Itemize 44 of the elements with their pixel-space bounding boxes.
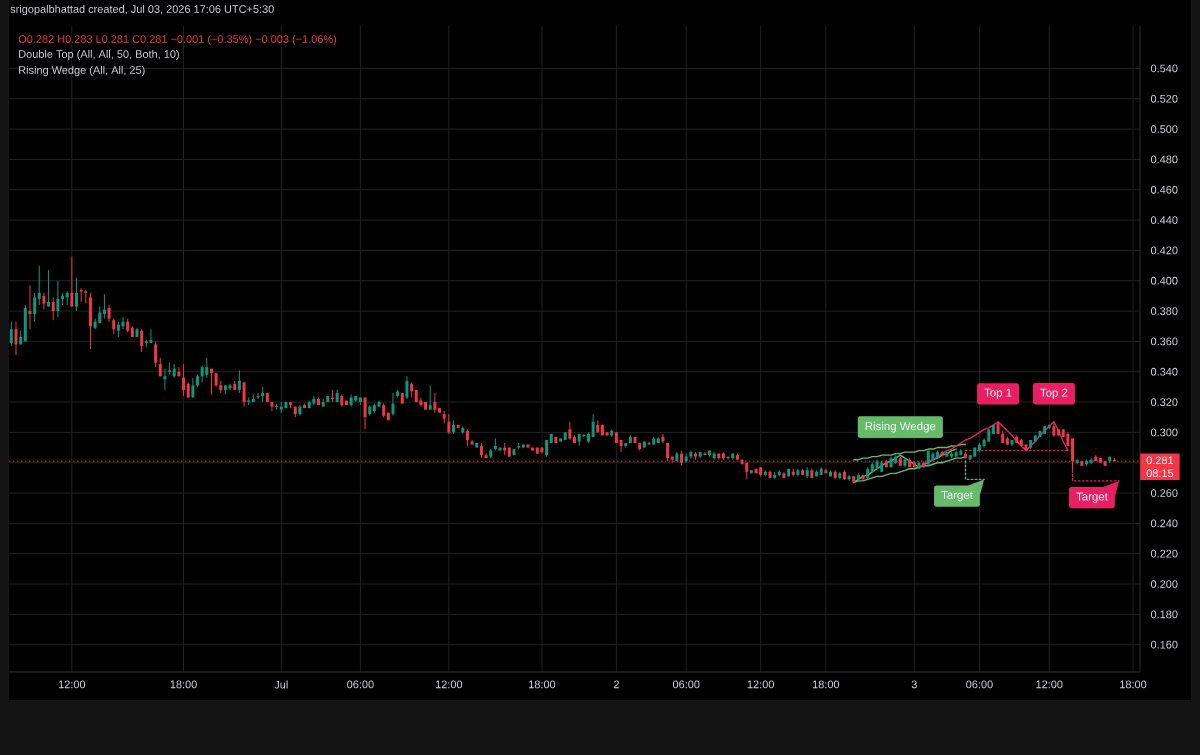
y-tick-label: 0.480 xyxy=(1150,155,1178,164)
legend-label: Target xyxy=(941,491,973,502)
y-tick-label: 0.220 xyxy=(1150,549,1178,558)
x-tick-label: 18:00 xyxy=(529,680,556,689)
y-tick-label: 0.360 xyxy=(1150,337,1178,346)
y-tick-label: 0.540 xyxy=(1150,64,1178,73)
y-tick-label: 0.520 xyxy=(1150,94,1178,103)
y-tick-label: 0.340 xyxy=(1150,367,1178,376)
x-tick-label: 18:00 xyxy=(1120,680,1147,689)
y-tick-label: 0.260 xyxy=(1150,489,1178,497)
annotation: Double Top (All, All, 50, Both, 10) xyxy=(19,49,179,61)
y-tick-label: 0.460 xyxy=(1150,185,1178,194)
x-tick-label: 18:00 xyxy=(812,680,840,689)
x-tick-label: 2 xyxy=(613,680,619,689)
x-tick-label: 06:00 xyxy=(347,680,374,689)
annotation: Rising Wedge (All, All, 25) xyxy=(19,65,145,77)
text: Rising Wedge xyxy=(865,421,936,433)
x-tick-label: 06:00 xyxy=(672,680,700,689)
x-tick-label: 12:00 xyxy=(747,680,774,689)
text: srigopalbhattad created, Jul 03, 2026 17:06 UTC+5:30 xyxy=(10,4,274,16)
x-tick-label: 12:00 xyxy=(58,680,86,689)
y-tick-label: 0.320 xyxy=(1150,398,1178,406)
y-tick-label: 0.500 xyxy=(1150,125,1178,133)
text: O0.282 H0.283 L0.281 C0.281 −0.001 (−0.35%) −0.003 (−1.06%) xyxy=(18,34,337,46)
y-tick-label: 0.240 xyxy=(1150,519,1178,528)
text: 08:15 xyxy=(1146,469,1174,478)
text: Top 2 xyxy=(1040,388,1068,399)
y-tick-label: 0.180 xyxy=(1150,610,1178,619)
legend-label: Target xyxy=(1076,492,1108,503)
text: Top 1 xyxy=(984,388,1012,399)
y-tick-label: 0.400 xyxy=(1150,276,1178,285)
x-tick-label: 06:00 xyxy=(966,680,993,689)
x-tick-label: 12:00 xyxy=(435,680,463,689)
y-tick-label: 0.420 xyxy=(1150,246,1178,255)
x-tick-label: 12:00 xyxy=(1036,680,1063,689)
y-tick-label: 0.300 xyxy=(1150,428,1178,437)
y-tick-label: 0.160 xyxy=(1150,640,1178,649)
x-tick-label: 3 xyxy=(911,680,917,689)
y-tick-label: 0.200 xyxy=(1150,580,1178,588)
x-tick-label: Jul xyxy=(274,680,288,689)
y-tick-label: 0.380 xyxy=(1150,307,1178,315)
ref-line-label: 0.281 xyxy=(1146,456,1174,465)
x-tick-label: 18:00 xyxy=(170,680,197,689)
y-tick-label: 0.440 xyxy=(1150,216,1178,224)
